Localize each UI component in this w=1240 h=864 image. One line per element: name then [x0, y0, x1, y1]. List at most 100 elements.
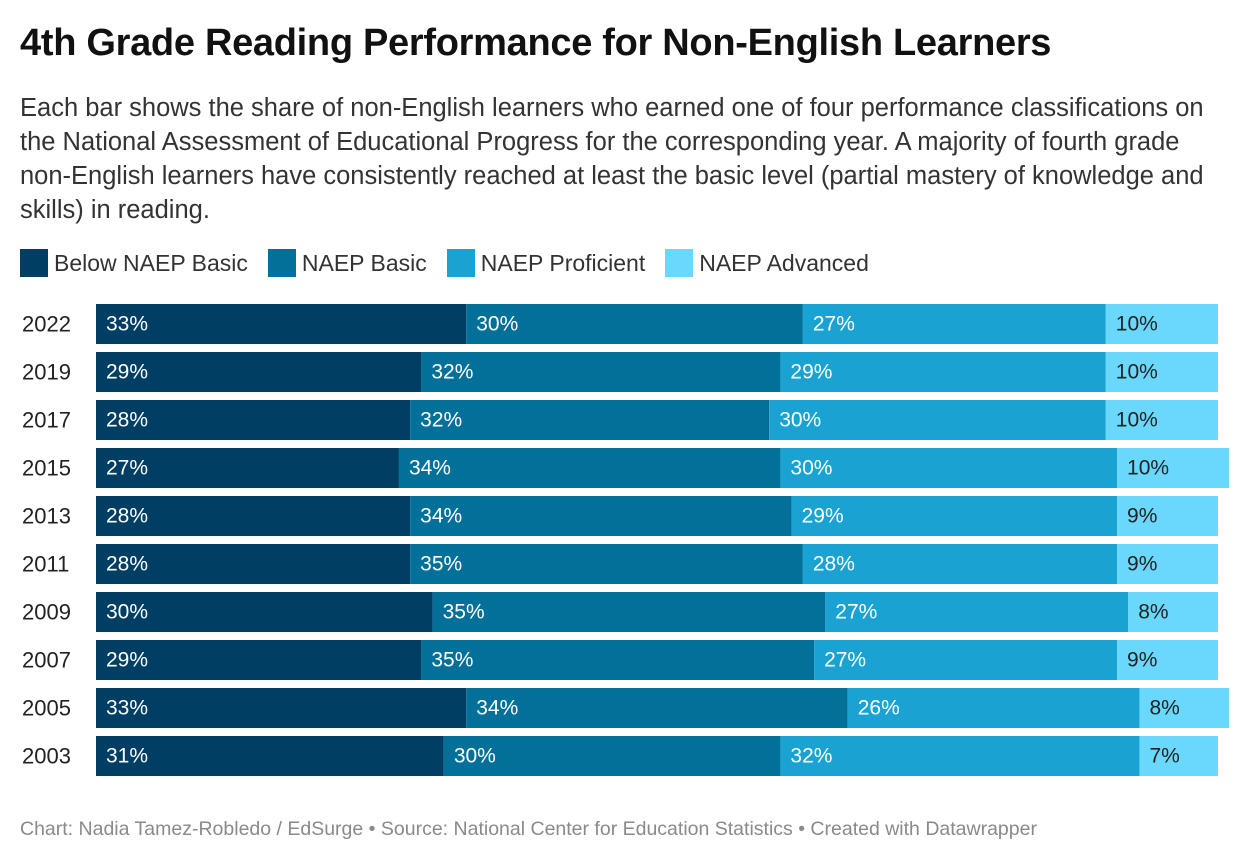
bar-segment [96, 640, 422, 680]
legend-item-below-basic: Below NAEP Basic [20, 249, 248, 277]
data-label: 34% [409, 457, 451, 480]
category-label: 2017 [22, 408, 71, 433]
bar-segment [1117, 496, 1218, 536]
bar-row-2013: 2013 28% 34% 29% 9% [22, 496, 1218, 536]
bar-segment [421, 352, 781, 392]
data-label: 29% [790, 361, 832, 384]
data-label: 32% [790, 745, 832, 768]
bar-row-2022: 2022 33% 30% 27% 10% [22, 304, 1218, 344]
bar-segment [443, 736, 781, 776]
data-label: 10% [1116, 409, 1158, 432]
data-label: 27% [835, 601, 877, 624]
legend-label: NAEP Basic [301, 249, 427, 276]
stacked-bar-chart: 2022 33% 30% 27% 10% 2019 29% 32% 29% 10% 2017 28% 3… [22, 304, 1230, 776]
data-label: 30% [779, 409, 821, 432]
bar-row-2003: 2003 31% 30% 32% 7% [22, 736, 1218, 776]
data-label: 8% [1149, 697, 1179, 720]
category-label: 2019 [22, 360, 71, 385]
bar-row-2011: 2011 28% 35% 28% 9% [22, 544, 1218, 584]
bar-segment [1128, 592, 1218, 632]
bar-segment [432, 592, 826, 632]
bar-row-2009: 2009 30% 35% 27% 8% [22, 592, 1218, 632]
category-label: 2009 [22, 600, 71, 625]
bar-segment [398, 448, 781, 488]
data-label: 9% [1127, 505, 1157, 528]
legend-label: NAEP Proficient [480, 249, 646, 276]
bar-segment [780, 736, 1140, 776]
chart-subtitle: Each bar shows the share of non-English … [20, 94, 1204, 224]
bar-segment [1139, 688, 1230, 728]
legend-item-proficient: NAEP Proficient [446, 249, 646, 277]
data-label: 10% [1116, 361, 1158, 384]
category-label: 2015 [22, 456, 71, 481]
legend-swatch [446, 249, 475, 277]
bar-segment [1117, 640, 1218, 680]
bar-segment [769, 400, 1106, 440]
bar-row-2019: 2019 29% 32% 29% 10% [22, 352, 1218, 392]
bar-segment [96, 544, 411, 584]
bar-segment [96, 352, 422, 392]
data-label: 28% [106, 505, 148, 528]
bar-row-2005: 2005 33% 34% 26% 8% [22, 688, 1230, 728]
bar-segment [1117, 448, 1230, 488]
category-label: 2007 [22, 648, 71, 673]
bar-segment [847, 688, 1140, 728]
data-label: 30% [790, 457, 832, 480]
bar-row-2007: 2007 29% 35% 27% 9% [22, 640, 1218, 680]
data-label: 29% [802, 505, 844, 528]
bar-segment [410, 544, 803, 584]
data-label: 28% [106, 553, 148, 576]
bar-segment [1105, 352, 1218, 392]
category-label: 2011 [22, 552, 69, 577]
legend-label: NAEP Advanced [699, 249, 869, 276]
data-label: 35% [420, 553, 462, 576]
bar-segment [802, 544, 1118, 584]
legend-swatch [665, 249, 694, 277]
bar-segment [814, 640, 1118, 680]
bar-segment [96, 400, 411, 440]
data-label: 26% [858, 697, 900, 720]
category-label: 2022 [22, 312, 71, 337]
bar-segment [780, 448, 1118, 488]
data-label: 30% [106, 601, 148, 624]
bar-segment [802, 304, 1106, 344]
bar-segment [1117, 544, 1218, 584]
data-label: 8% [1138, 601, 1168, 624]
bar-segment [1105, 400, 1218, 440]
data-label: 9% [1127, 553, 1157, 576]
bar-segment [421, 640, 815, 680]
bar-segment [1105, 304, 1218, 344]
data-label: 32% [431, 361, 473, 384]
bar-segment [791, 496, 1118, 536]
data-label: 28% [106, 409, 148, 432]
data-label: 34% [476, 697, 518, 720]
data-label: 9% [1127, 649, 1157, 672]
data-label: 34% [420, 505, 462, 528]
bar-segment [466, 304, 803, 344]
data-label: 29% [106, 361, 148, 384]
data-label: 10% [1116, 313, 1158, 336]
bar-row-2015: 2015 27% 34% 30% 10% [22, 448, 1230, 488]
legend-item-basic: NAEP Basic [267, 249, 427, 277]
data-label: 27% [106, 457, 148, 480]
bar-row-2017: 2017 28% 32% 30% 10% [22, 400, 1218, 440]
bar-segment [780, 352, 1106, 392]
data-label: 27% [824, 649, 866, 672]
category-label: 2005 [22, 696, 71, 721]
legend: Below NAEP Basic NAEP Basic NAEP Profici… [20, 246, 889, 280]
bar-segment [96, 304, 467, 344]
legend-label: Below NAEP Basic [54, 249, 248, 276]
data-label: 28% [813, 553, 855, 576]
legend-swatch [267, 249, 296, 277]
bar-segment [96, 736, 444, 776]
data-label: 33% [106, 697, 148, 720]
data-label: 35% [443, 601, 485, 624]
data-label: 7% [1149, 745, 1179, 768]
bar-segment [96, 448, 399, 488]
legend-item-advanced: NAEP Advanced [665, 249, 869, 277]
data-label: 33% [106, 313, 148, 336]
bar-segment [410, 496, 792, 536]
legend-swatch [20, 249, 48, 277]
bar-segment [1139, 736, 1218, 776]
data-label: 31% [106, 745, 148, 768]
